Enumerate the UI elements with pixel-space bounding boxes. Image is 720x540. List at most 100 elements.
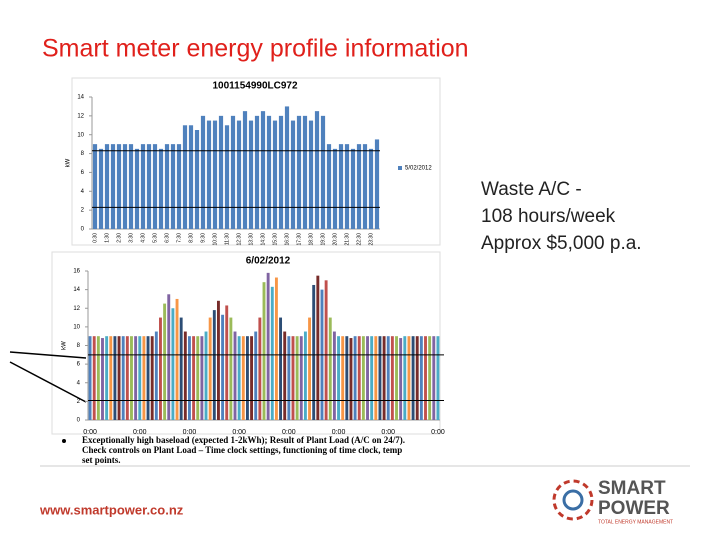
bar	[248, 120, 254, 229]
bar	[295, 336, 299, 420]
note: Waste A/C -	[481, 179, 582, 200]
bar	[262, 282, 266, 420]
y-tick-label: 16	[73, 269, 80, 275]
bar	[206, 120, 212, 229]
bar	[424, 336, 427, 420]
y-axis-label: kW	[66, 158, 72, 167]
bar	[121, 336, 125, 420]
bar	[370, 336, 374, 420]
bar	[163, 303, 167, 420]
chart-title: 1001154990LC972	[212, 81, 298, 92]
bar	[419, 336, 423, 420]
bar	[183, 331, 187, 420]
bar	[212, 310, 216, 420]
bar	[341, 336, 345, 420]
bar	[436, 336, 440, 420]
y-tick-label: 0	[77, 418, 81, 424]
y-tick-label: 10	[77, 132, 84, 138]
bar	[146, 336, 150, 420]
bar	[142, 336, 146, 420]
x-tick-label: 9:30	[200, 233, 206, 243]
bar	[98, 148, 104, 229]
bar	[344, 144, 350, 229]
bar	[150, 336, 154, 420]
x-tick-label: 0:00	[83, 429, 97, 436]
x-tick-label: 18:30	[308, 233, 314, 246]
chart-title: 6/02/2012	[246, 256, 291, 267]
bar	[159, 317, 162, 420]
bar	[154, 331, 158, 420]
bar	[188, 336, 191, 420]
bar	[316, 275, 320, 420]
footer-url: www.smartpower.co.nz	[39, 502, 184, 517]
bar	[258, 317, 262, 420]
bar	[105, 336, 109, 420]
logo-text: POWER	[598, 498, 670, 519]
bullet-text: set points.	[82, 455, 121, 465]
x-tick-label: 0:00	[381, 429, 395, 436]
logo-text: SMART	[598, 478, 666, 499]
logo-tagline: TOTAL ENERGY MANAGEMENT	[598, 519, 673, 525]
x-tick-label: 0:00	[332, 429, 346, 436]
bar	[356, 144, 362, 229]
bar	[326, 144, 332, 229]
bar	[225, 305, 229, 420]
y-axis-label: kW	[62, 341, 68, 350]
bar	[386, 336, 390, 420]
bar	[92, 336, 96, 420]
bar	[374, 139, 380, 229]
bar	[134, 148, 140, 229]
x-tick-label: 15:30	[272, 233, 278, 246]
bar	[260, 111, 266, 229]
bar	[332, 331, 336, 420]
bar	[266, 272, 270, 420]
bar	[194, 130, 200, 229]
x-tick-label: 10:30	[212, 233, 218, 246]
arrow	[9, 351, 87, 359]
x-tick-label: 23:30	[368, 233, 374, 246]
y-tick-label: 6	[77, 362, 81, 368]
bar	[170, 144, 176, 229]
bar	[274, 277, 278, 420]
bar	[272, 120, 278, 229]
bar	[158, 148, 164, 229]
bar	[366, 336, 369, 420]
bar	[130, 336, 133, 420]
bar	[279, 317, 283, 420]
bullet-text: Exceptionally high baseload (expected 1-…	[82, 435, 405, 445]
legend-label: 5/02/2012	[405, 166, 432, 172]
x-tick-label: 7:30	[176, 233, 182, 243]
bar	[299, 336, 303, 420]
y-tick-label: 2	[81, 208, 85, 214]
bar	[182, 125, 188, 229]
bar	[314, 111, 320, 229]
y-tick-label: 4	[77, 380, 81, 386]
x-tick-label: 0:00	[133, 429, 147, 436]
x-tick-label: 14:30	[260, 233, 266, 246]
bar	[216, 300, 220, 420]
x-tick-label: 8:30	[188, 233, 194, 243]
y-tick-label: 10	[73, 324, 80, 330]
bar	[361, 336, 365, 420]
bar	[308, 120, 314, 229]
bar	[176, 144, 182, 229]
bar	[167, 294, 171, 420]
y-tick-label: 14	[77, 95, 84, 101]
x-tick-label: 11:30	[224, 233, 230, 245]
bar	[164, 144, 170, 229]
bar	[357, 336, 361, 420]
bar	[266, 115, 272, 229]
x-tick-label: 21:30	[344, 233, 350, 246]
bar	[96, 336, 100, 420]
bar	[125, 336, 129, 420]
bar	[128, 144, 134, 229]
bar	[411, 336, 415, 420]
bar	[403, 336, 407, 420]
bar	[208, 317, 212, 420]
bar	[270, 286, 274, 420]
bar	[224, 125, 230, 229]
x-tick-label: 20:30	[332, 233, 338, 246]
y-tick-label: 8	[77, 343, 81, 349]
bar	[291, 336, 295, 420]
bar	[284, 106, 290, 229]
